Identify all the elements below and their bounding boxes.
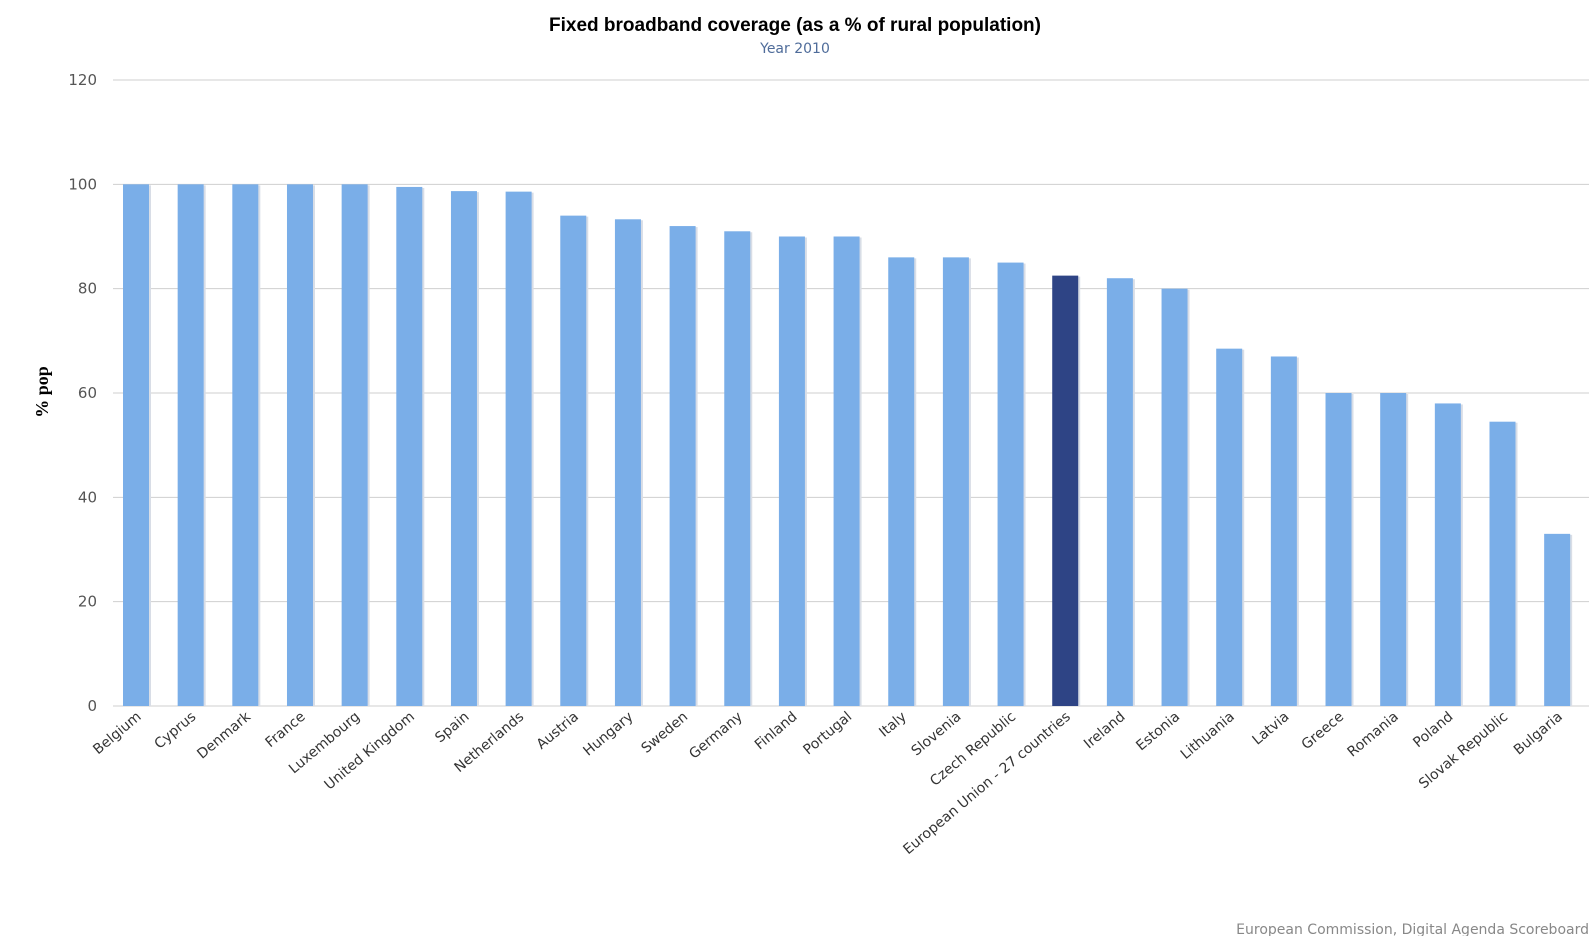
x-tick-label: Greece [1299, 709, 1347, 753]
x-tick-label: Poland [1410, 709, 1456, 751]
x-tick-label: Bulgaria [1511, 709, 1566, 759]
y-tick-label: 80 [78, 280, 97, 298]
bar [614, 219, 641, 706]
bar [286, 184, 313, 707]
bar [232, 184, 259, 707]
bar [560, 215, 587, 706]
bar [1380, 393, 1407, 706]
bar [505, 191, 532, 707]
bar [396, 186, 423, 707]
bar [888, 257, 915, 706]
x-tick-label: Latvia [1249, 709, 1292, 749]
y-tick-label: 60 [78, 384, 97, 402]
bar [942, 257, 969, 706]
x-tick-label: Sweden [639, 709, 692, 757]
bar [669, 226, 696, 707]
bar [1216, 348, 1243, 706]
x-tick-label: United Kingdom [322, 709, 418, 793]
x-tick-label: Cyprus [152, 709, 200, 753]
bar [1161, 288, 1188, 706]
x-tick-label: Austria [534, 709, 582, 753]
bar [833, 236, 860, 706]
bar [1052, 275, 1079, 706]
bar [450, 191, 477, 707]
y-tick-label: 40 [78, 488, 97, 506]
bar [1489, 421, 1516, 706]
x-tick-label: Lithuania [1178, 709, 1238, 763]
bar [341, 184, 368, 707]
y-tick-label: 100 [68, 175, 97, 193]
x-tick-label: Denmark [194, 708, 254, 762]
bar [1270, 356, 1297, 706]
x-tick-label: Slovenia [909, 709, 965, 760]
x-tick-label: Germany [686, 709, 746, 763]
x-tick-label: Ireland [1081, 709, 1128, 752]
x-tick-label: Spain [432, 709, 472, 746]
bar [1106, 278, 1133, 706]
bar [1325, 393, 1352, 706]
bar [724, 231, 751, 707]
chart-subtitle: Year 2010 [759, 41, 830, 57]
bar [177, 184, 204, 707]
y-axis-label: % pop [32, 366, 52, 418]
bar [123, 184, 149, 707]
y-tick-label: 0 [87, 697, 97, 715]
y-tick-label: 120 [68, 71, 97, 89]
chart-title: Fixed broadband coverage (as a % of rura… [549, 15, 1041, 36]
bar [1434, 403, 1461, 706]
x-tick-label: Italy [876, 709, 910, 741]
x-tick-label: Finland [752, 709, 801, 753]
y-axis-ticks: 0 20 40 60 80 100 120 [68, 71, 97, 715]
x-tick-label: France [263, 709, 309, 751]
bar [1544, 533, 1571, 706]
bars [123, 184, 1573, 707]
bar [997, 262, 1024, 706]
x-tick-label: Romania [1345, 709, 1402, 761]
bar [778, 236, 805, 706]
x-tick-label: Hungary [580, 709, 636, 760]
x-tick-label: Belgium [90, 709, 144, 758]
x-tick-label: Portugal [800, 709, 855, 759]
y-tick-label: 20 [78, 593, 97, 611]
source-credit: European Commission, Digital Agenda Scor… [1236, 922, 1589, 936]
x-tick-label: Estonia [1133, 709, 1183, 754]
